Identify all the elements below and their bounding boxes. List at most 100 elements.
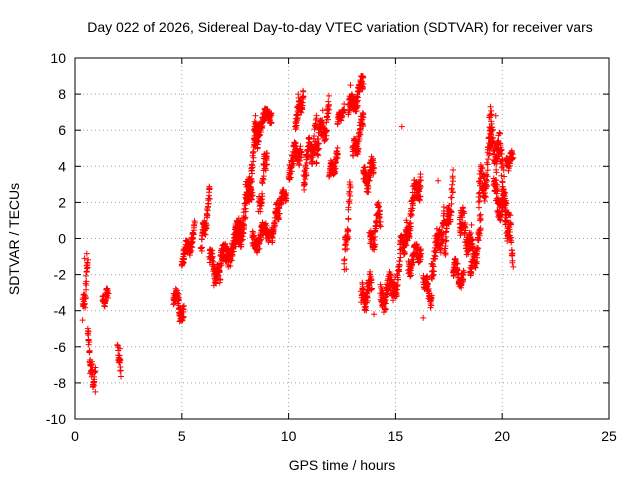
data-point	[298, 148, 305, 155]
y-tick-label: -8	[54, 375, 67, 391]
data-point	[252, 112, 259, 119]
data-point	[88, 360, 95, 367]
data-point	[190, 227, 197, 234]
data-point	[341, 106, 348, 113]
data-point	[487, 103, 494, 110]
data-point	[117, 367, 124, 374]
data-point	[350, 152, 357, 159]
y-tick-label: -6	[54, 339, 67, 355]
data-point	[304, 150, 311, 157]
data-point	[180, 255, 187, 262]
data-point	[360, 74, 367, 81]
data-point	[215, 273, 222, 280]
data-point	[354, 102, 361, 109]
data-point	[360, 123, 367, 130]
data-point	[498, 172, 505, 179]
data-point	[211, 263, 218, 270]
data-point	[346, 178, 353, 185]
data-point	[485, 156, 492, 163]
data-point	[481, 198, 488, 205]
data-point	[233, 218, 240, 225]
data-point	[325, 101, 332, 108]
data-point	[398, 123, 405, 130]
data-point	[302, 164, 309, 171]
data-point	[477, 216, 484, 223]
data-point	[450, 178, 457, 185]
data-point	[230, 248, 237, 255]
data-point	[346, 188, 353, 195]
data-point	[315, 152, 322, 159]
data-point	[325, 110, 332, 117]
x-tick-label: 5	[178, 428, 186, 444]
data-point	[448, 194, 455, 201]
data-point	[319, 119, 326, 126]
data-point	[260, 173, 267, 180]
data-point	[250, 158, 257, 165]
data-point	[289, 162, 296, 169]
data-point	[347, 184, 354, 191]
data-point	[341, 101, 348, 108]
data-point	[180, 313, 187, 320]
data-point	[206, 192, 213, 199]
data-point	[249, 164, 256, 171]
data-point	[303, 165, 310, 172]
y-tick-label: 0	[58, 231, 66, 247]
data-point	[346, 197, 353, 204]
data-point	[85, 256, 92, 263]
y-tick-label: -10	[46, 411, 66, 427]
data-point	[249, 228, 256, 235]
data-point	[228, 257, 235, 264]
data-point	[254, 141, 261, 148]
data-point	[105, 290, 112, 297]
data-point	[283, 195, 290, 202]
data-point	[206, 185, 213, 192]
data-point	[321, 137, 328, 144]
data-point	[297, 143, 304, 150]
data-point	[417, 171, 424, 178]
data-point	[341, 256, 348, 263]
data-point	[242, 208, 249, 215]
data-point	[198, 245, 205, 252]
data-point	[325, 173, 332, 180]
data-point	[239, 236, 246, 243]
data-point	[323, 127, 330, 134]
data-point	[299, 99, 306, 106]
y-tick-label: 4	[58, 158, 66, 174]
data-point	[301, 181, 308, 188]
y-tick-label: 6	[58, 122, 66, 138]
data-point	[319, 107, 326, 114]
axis-ticks: 0 5 10 15 20 25 -10 -8 -6 -4 -2 0 2 4 6 8 10	[46, 50, 617, 444]
data-point	[450, 167, 457, 174]
data-point	[81, 300, 88, 307]
x-tick-label: 25	[601, 428, 617, 444]
data-point	[268, 119, 275, 126]
data-point	[216, 268, 223, 275]
data-point	[82, 295, 89, 302]
data-point	[245, 197, 252, 204]
data-point	[83, 250, 90, 257]
data-point	[359, 83, 366, 90]
data-point	[300, 93, 307, 100]
data-point	[198, 236, 205, 243]
data-point	[86, 339, 93, 346]
data-point	[292, 126, 299, 133]
data-point	[345, 206, 352, 213]
data-point	[296, 162, 303, 169]
data-point	[116, 359, 123, 366]
data-point	[320, 123, 327, 130]
data-point	[363, 307, 370, 314]
data-point	[241, 222, 248, 229]
data-point	[268, 235, 275, 242]
data-point	[203, 222, 210, 229]
data-point	[278, 200, 285, 207]
data-point	[283, 190, 290, 197]
data-point	[291, 139, 298, 146]
data-point	[343, 239, 350, 246]
data-point	[360, 286, 367, 293]
data-point	[360, 80, 367, 87]
data-point	[332, 159, 339, 166]
data-point	[242, 214, 249, 221]
data-point	[347, 82, 354, 89]
data-point	[82, 272, 89, 279]
